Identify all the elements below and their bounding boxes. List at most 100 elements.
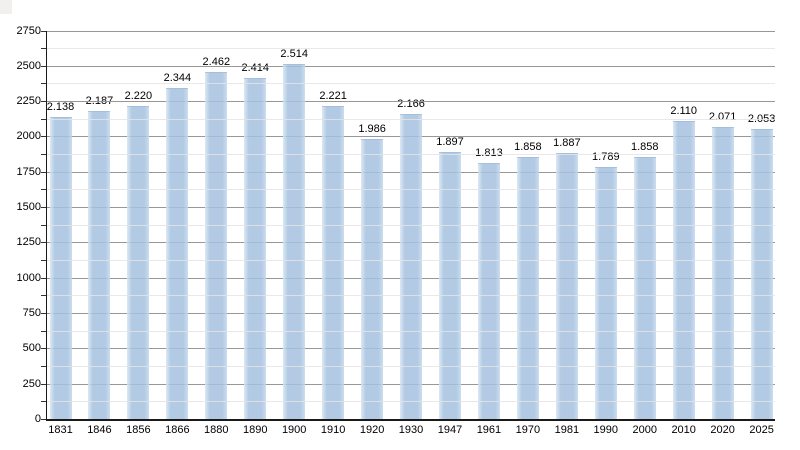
- bar-value-label: 1.789: [592, 150, 620, 163]
- gridline-minor: [46, 295, 775, 297]
- bar-value-label: 1.858: [630, 141, 659, 153]
- bar: [205, 71, 228, 421]
- x-tick-label: 1961: [476, 424, 502, 436]
- y-tick-mark: [41, 189, 47, 191]
- y-tick-mark: [41, 401, 47, 403]
- y-tick-mark: [41, 65, 47, 67]
- bar: [594, 166, 617, 421]
- bar: [88, 110, 111, 421]
- bar-value-label: 2.221: [319, 89, 347, 102]
- x-tick-label: 2000: [632, 424, 657, 436]
- gridline-minor: [46, 48, 775, 50]
- gridline-major: [46, 65, 775, 67]
- bar-value-label: 1.897: [436, 135, 464, 148]
- x-tick-label: 1900: [281, 424, 307, 436]
- y-tick-label: 250: [22, 377, 41, 390]
- bar: [711, 126, 734, 421]
- y-tick-label: 2500: [16, 59, 41, 72]
- bar: [283, 64, 306, 421]
- bar-value-label: 2.071: [708, 110, 737, 123]
- y-tick-mark: [41, 383, 47, 385]
- y-tick-mark: [41, 171, 47, 173]
- x-tick-label: 1920: [359, 424, 385, 436]
- x-tick-label: 1866: [165, 424, 190, 436]
- y-tick-label: 750: [22, 307, 41, 320]
- bar-value-label: 1.887: [553, 136, 581, 149]
- y-tick-mark: [41, 330, 47, 332]
- y-tick-mark: [41, 277, 47, 279]
- gridline-minor: [46, 83, 775, 85]
- bar: [361, 138, 384, 421]
- y-axis-line: [46, 31, 48, 421]
- bar-value-label: 2.344: [163, 72, 192, 85]
- bar-value-label: 1.986: [358, 122, 386, 135]
- gridline-major: [46, 101, 775, 103]
- bar-value-label: 2.166: [397, 97, 425, 110]
- x-tick-label: 1846: [87, 424, 112, 436]
- y-tick-mark: [41, 154, 47, 156]
- y-tick-mark: [41, 48, 47, 50]
- y-tick-mark: [41, 348, 47, 350]
- bar-value-label: 2.110: [670, 105, 698, 118]
- gridline-minor: [46, 189, 775, 191]
- x-tick-label: 1831: [48, 424, 73, 436]
- x-axis-line: [46, 419, 775, 421]
- bar-value-label: 2.053: [737, 113, 787, 126]
- bar: [555, 152, 578, 421]
- bar-value-label: 2.414: [241, 62, 270, 75]
- y-tick-mark: [41, 260, 47, 262]
- bar: [322, 105, 345, 421]
- y-tick-label: 1750: [16, 165, 41, 178]
- x-tick-label: 1910: [320, 424, 346, 436]
- bar-value-label: 1.813: [464, 147, 514, 160]
- x-tick-label: 1947: [437, 424, 463, 436]
- bar: [166, 88, 189, 421]
- gridline-minor: [46, 330, 775, 332]
- x-tick-label: 1990: [593, 424, 619, 436]
- y-tick-label: 1500: [16, 201, 41, 214]
- x-tick-label: 1930: [398, 424, 424, 436]
- y-tick-mark: [41, 30, 47, 32]
- bar-value-label: 2.187: [74, 95, 124, 108]
- y-tick-mark: [41, 313, 47, 315]
- y-tick-mark: [41, 242, 47, 244]
- bar: [750, 129, 773, 421]
- bar: [477, 163, 500, 421]
- gridline-minor: [46, 260, 775, 262]
- y-tick-mark: [41, 83, 47, 85]
- y-tick-mark: [41, 207, 47, 209]
- gridline-minor: [46, 118, 775, 120]
- y-tick-mark: [41, 295, 47, 297]
- bar-value-label: 2.514: [280, 48, 308, 61]
- y-tick-label: 2000: [16, 130, 41, 143]
- y-tick-label: 0: [34, 413, 41, 425]
- y-tick-mark: [41, 136, 47, 138]
- bar: [49, 117, 72, 421]
- gridline-minor: [46, 401, 775, 403]
- y-tick-mark: [41, 118, 47, 120]
- bar: [127, 105, 150, 421]
- bar: [516, 157, 539, 421]
- y-tick-mark: [41, 224, 47, 226]
- y-tick-mark: [41, 419, 47, 420]
- bar: [439, 151, 461, 421]
- y-tick-mark: [41, 366, 47, 368]
- corner-artifact: [0, 0, 12, 14]
- bar: [400, 113, 423, 421]
- y-tick-label: 1000: [16, 271, 41, 284]
- x-tick-label: 1970: [515, 424, 541, 436]
- y-tick-mark: [41, 101, 47, 103]
- gridline-minor: [46, 224, 775, 226]
- x-tick-label: 1890: [243, 424, 268, 436]
- bar-value-label: 2.220: [124, 89, 153, 102]
- bar: [672, 121, 695, 421]
- gridline-minor: [46, 154, 775, 156]
- y-tick-label: 2750: [16, 24, 41, 37]
- y-tick-label: 500: [22, 342, 41, 355]
- y-tick-label: 2250: [16, 95, 41, 108]
- bar: [633, 157, 656, 421]
- gridline-minor: [46, 366, 775, 368]
- x-tick-label: 1880: [204, 424, 229, 436]
- x-tick-label: 2010: [671, 424, 696, 436]
